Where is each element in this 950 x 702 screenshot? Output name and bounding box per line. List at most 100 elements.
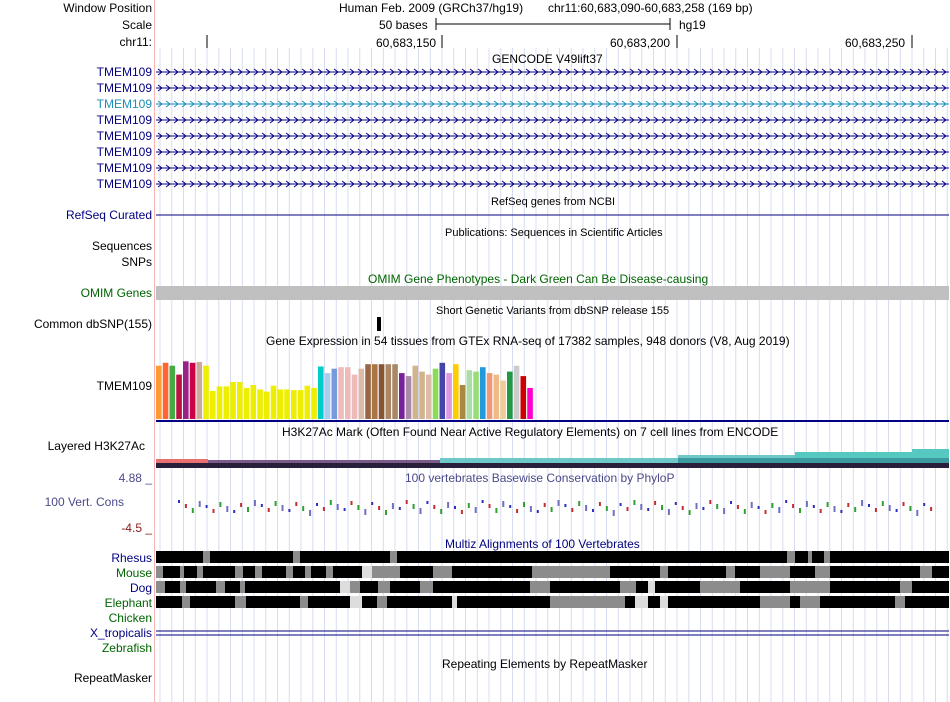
pubs-sequences-label[interactable]: Sequences [91, 239, 152, 253]
h3k27ac-layer [440, 458, 678, 463]
cons-mark [253, 500, 256, 506]
cons-mark [702, 507, 705, 510]
gencode-gene-label-selected[interactable]: TMEM109 [96, 97, 152, 111]
cons-mark [619, 503, 622, 506]
gene-strand-chevrons [157, 180, 947, 188]
gencode-gene-label[interactable]: TMEM109 [96, 65, 152, 79]
gtex-tissue-bar [223, 386, 230, 419]
cons-mark [792, 504, 795, 508]
multiz-mouse-block [433, 566, 452, 578]
gtex-tissue-bar [270, 385, 277, 419]
cons-mark [364, 509, 367, 515]
gtex-tissue-bar [237, 382, 243, 419]
cons-mark [847, 503, 850, 507]
species-label-mouse[interactable]: Mouse [115, 566, 152, 580]
cons-mark [426, 501, 429, 504]
multiz-elephant-block [387, 596, 452, 608]
multiz-rhesus-block [300, 551, 390, 563]
multiz-mouse-block [163, 566, 180, 578]
gtex-tissue-bar [196, 362, 203, 419]
omim-track-label[interactable]: OMIM Genes [80, 286, 152, 300]
cons-mark [764, 510, 767, 514]
gtex-tissue-bar [156, 365, 162, 419]
multiz-rhesus-block [203, 551, 210, 563]
gtex-tissue-bar [378, 364, 385, 419]
cons-mark [757, 506, 760, 509]
h3k27ac-track-title: H3K27Ac Mark (Often Found Near Active Re… [282, 425, 779, 439]
multiz-dog-block [790, 581, 830, 593]
gtex-tissue-bar [183, 361, 189, 419]
cons-mark [357, 505, 360, 510]
gtex-tissue-bar [338, 367, 344, 419]
gencode-gene-label[interactable]: TMEM109 [96, 81, 152, 95]
species-label-chicken[interactable]: Chicken [108, 611, 152, 625]
tick-label-3: 60,683,250 [845, 36, 906, 50]
cons-mark [743, 509, 746, 514]
cons-mark [502, 501, 505, 507]
gtex-tissue-bar [203, 365, 209, 419]
multiz-dog-block [420, 581, 433, 593]
species-label-x-tropicalis[interactable]: X_tropicalis [89, 626, 152, 640]
gtex-tissue-bar [169, 365, 176, 419]
h3k27ac-track-label[interactable]: Layered H3K27Ac [47, 439, 145, 453]
gtex-gene-label[interactable]: TMEM109 [96, 379, 152, 393]
species-label-rhesus[interactable]: Rhesus [111, 551, 152, 565]
species-label-zebrafish[interactable]: Zebrafish [101, 641, 152, 655]
dbsnp-track-label[interactable]: Common dbSNP(155) [33, 317, 152, 331]
gencode-gene-label[interactable]: TMEM109 [96, 129, 152, 143]
multiz-elephant-block [660, 596, 668, 608]
chrom-label: chr11: [119, 35, 152, 49]
multiz-elephant-block [895, 596, 905, 608]
gtex-tissue-bar [432, 368, 439, 419]
cons-mark [667, 509, 670, 515]
cons-mark [433, 505, 436, 509]
cons-mark [378, 506, 381, 510]
gencode-gene-label[interactable]: TMEM109 [96, 177, 152, 191]
rmsk-track-label[interactable]: RepeatMasker [73, 671, 152, 685]
cons-mark [488, 504, 491, 508]
gtex-tissue-bar [439, 362, 446, 419]
cons-mark [385, 510, 387, 515]
multiz-mouse-block [660, 566, 668, 578]
cons-mark [350, 501, 353, 505]
multiz-elephant-block [635, 596, 648, 608]
gtex-tissue-bar [466, 370, 473, 419]
multiz-elephant-block [800, 596, 820, 608]
pubs-snps-label[interactable]: SNPs [121, 255, 152, 269]
species-label-dog[interactable]: Dog [129, 581, 152, 595]
gtex-tissue-bar [257, 389, 263, 419]
cons-mark [585, 505, 588, 511]
multiz-dog-block [216, 581, 225, 593]
species-label-elephant[interactable]: Elephant [104, 596, 152, 610]
cons-mark [923, 503, 926, 506]
gtex-tissue-bar [520, 376, 527, 419]
multiz-dog-block [550, 581, 620, 593]
gencode-gene-label[interactable]: TMEM109 [96, 113, 152, 127]
cons-mark [868, 504, 870, 507]
cons-mark [529, 506, 532, 512]
gencode-gene-label[interactable]: TMEM109 [96, 161, 152, 175]
cons-mark [274, 501, 277, 506]
gtex-tissue-bar [405, 376, 412, 419]
gencode-gene-label[interactable]: TMEM109 [96, 145, 152, 159]
gtex-tissue-bar [331, 368, 338, 419]
multiz-mouse-block [156, 566, 163, 578]
cons-mark [888, 505, 891, 511]
gtex-tissue-bar [210, 390, 216, 419]
cons-mark [605, 506, 608, 511]
cons-mark [178, 500, 180, 503]
cons-mark [516, 509, 519, 513]
multiz-elephant-block [648, 596, 660, 608]
cons-mark [564, 504, 567, 507]
multiz-dog-block [655, 581, 700, 593]
cons-mark [322, 507, 325, 511]
multiz-elephant-block [308, 596, 350, 608]
cons-mark [412, 504, 415, 509]
refseq-track-label[interactable]: RefSeq Curated [65, 208, 152, 222]
multiz-mouse-block [532, 566, 610, 578]
multiz-mouse-block [726, 566, 735, 578]
gtex-tissue-bar [392, 364, 398, 419]
cons-track-label[interactable]: 100 Vert. Cons [44, 495, 124, 509]
dbsnp-variant-mark [377, 317, 381, 331]
